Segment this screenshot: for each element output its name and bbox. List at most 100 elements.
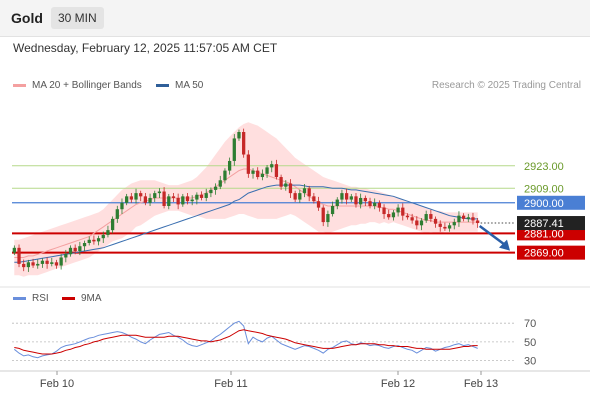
candle-body bbox=[312, 196, 316, 202]
candle-body bbox=[101, 234, 105, 239]
candle-body bbox=[199, 194, 204, 198]
legend-ma50-label: MA 50 bbox=[175, 80, 204, 91]
legend-swatch-bollinger bbox=[13, 83, 26, 87]
candle-body bbox=[31, 262, 35, 266]
candle-body bbox=[433, 218, 438, 224]
candle-body bbox=[26, 262, 31, 268]
candle-body bbox=[359, 197, 363, 205]
candle-body bbox=[405, 215, 410, 218]
candle-body bbox=[227, 160, 232, 171]
candle-body bbox=[246, 154, 250, 174]
candle-body bbox=[167, 196, 171, 206]
candle-body bbox=[78, 246, 82, 252]
candle-body bbox=[377, 202, 382, 208]
candle-body bbox=[288, 183, 293, 194]
candle-body bbox=[307, 188, 311, 197]
candle-body bbox=[68, 247, 73, 255]
candle-body bbox=[429, 214, 433, 219]
candle-body bbox=[237, 132, 241, 139]
rsi-tick-50: 50 bbox=[524, 337, 536, 349]
x-tick-Feb 13: Feb 13 bbox=[464, 378, 498, 390]
candle-body bbox=[340, 193, 344, 200]
candle-body bbox=[293, 193, 297, 200]
candle-body bbox=[64, 254, 68, 258]
candle-body bbox=[401, 207, 405, 216]
candle-body bbox=[190, 199, 194, 202]
legend-rsi: RSI bbox=[13, 293, 49, 304]
candle-body bbox=[50, 262, 54, 264]
candle-body bbox=[344, 193, 349, 200]
candle-body bbox=[260, 173, 265, 178]
candle-body bbox=[120, 202, 124, 210]
candle-body bbox=[171, 196, 176, 198]
timeframe-button[interactable]: 30 MIN bbox=[51, 7, 104, 29]
candle-body bbox=[326, 214, 330, 223]
candle-body bbox=[87, 239, 91, 243]
rsi-tick-30: 30 bbox=[524, 356, 536, 368]
candle-body bbox=[204, 193, 208, 198]
forecast-arrow-head bbox=[499, 239, 510, 251]
candle-body bbox=[17, 247, 21, 264]
level-tag-2900.00 bbox=[517, 195, 585, 210]
candle-body bbox=[153, 193, 157, 198]
candle-body bbox=[59, 257, 63, 266]
candle-body bbox=[106, 230, 110, 235]
forecast-arrow-shaft bbox=[478, 225, 507, 247]
candle-body bbox=[452, 222, 456, 226]
x-tick-Feb 10: Feb 10 bbox=[40, 378, 74, 390]
rsi-line bbox=[13, 320, 478, 359]
candle-body bbox=[218, 180, 222, 187]
rsi-9ma-line bbox=[14, 329, 478, 355]
candle-body bbox=[476, 220, 480, 224]
candle-body bbox=[284, 183, 288, 187]
candle-body bbox=[443, 226, 447, 229]
ma20-line bbox=[14, 168, 478, 258]
current-price-tag bbox=[517, 216, 585, 231]
candle-body bbox=[410, 217, 414, 221]
candle-body bbox=[321, 207, 325, 223]
ma50-line bbox=[14, 184, 478, 263]
x-tick-Feb 11: Feb 11 bbox=[214, 378, 247, 390]
candle-body bbox=[22, 263, 26, 268]
legend-bollinger-label: MA 20 + Bollinger Bands bbox=[32, 80, 142, 91]
candle-body bbox=[396, 207, 400, 213]
legend-ma50: MA 50 bbox=[156, 80, 203, 91]
candle-body bbox=[73, 247, 77, 252]
candle-body bbox=[466, 217, 470, 219]
candle-body bbox=[335, 199, 339, 206]
candle-body bbox=[457, 215, 461, 223]
candle-body bbox=[92, 239, 96, 242]
candle-body bbox=[471, 217, 475, 221]
candle-body bbox=[256, 170, 260, 178]
candle-body bbox=[242, 132, 246, 155]
candle-body bbox=[373, 202, 377, 206]
bollinger-band bbox=[14, 122, 478, 277]
candle-body bbox=[274, 164, 279, 178]
legend-9ma: 9MA bbox=[62, 293, 102, 304]
candle-body bbox=[447, 225, 452, 229]
level-label-2881.00: 2881.00 bbox=[524, 228, 564, 240]
candle-body bbox=[176, 197, 180, 205]
legend-swatch-ma50 bbox=[156, 83, 169, 87]
candle-body bbox=[363, 197, 367, 202]
candle-body bbox=[96, 238, 101, 242]
candle-body bbox=[162, 191, 166, 206]
candle-body bbox=[148, 197, 152, 203]
candle-body bbox=[298, 193, 302, 200]
candle-body bbox=[54, 262, 59, 266]
candle-body bbox=[185, 196, 190, 202]
candle-body bbox=[40, 260, 45, 264]
level-label-2923.00: 2923.00 bbox=[524, 161, 564, 173]
credit-text: Research © 2025 Trading Central bbox=[431, 80, 581, 91]
candle-body bbox=[387, 214, 391, 218]
candle-body bbox=[232, 138, 236, 161]
candle-body bbox=[157, 191, 162, 194]
candle-body bbox=[270, 164, 274, 168]
candle-body bbox=[438, 223, 442, 227]
instrument-title: Gold bbox=[11, 10, 43, 26]
candle-body bbox=[382, 207, 386, 215]
candle-body bbox=[223, 170, 227, 181]
candle-body bbox=[213, 186, 218, 190]
candle-body bbox=[368, 201, 372, 206]
candle-body bbox=[12, 247, 16, 253]
